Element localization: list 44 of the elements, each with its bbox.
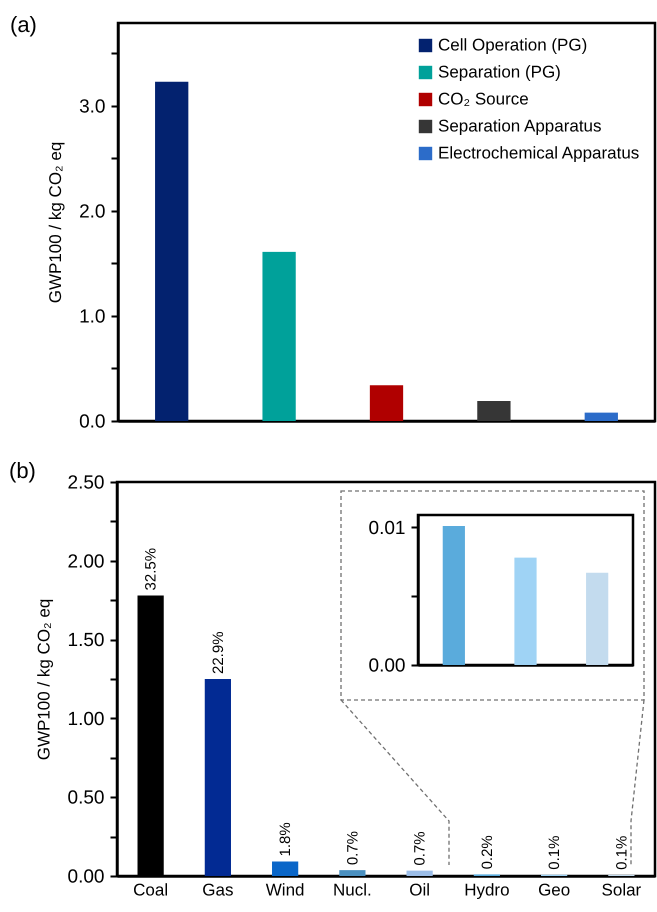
y-tick-label: 1.50 xyxy=(68,630,104,652)
y-tick-label: 3.0 xyxy=(79,96,106,118)
bar xyxy=(339,870,366,876)
x-tick-label: Wind xyxy=(266,880,304,900)
x-tick-label: Solar xyxy=(602,880,642,900)
y-axis-title: GWP100 / kg CO₂ eq xyxy=(34,598,54,760)
legend-label: Separation (PG) xyxy=(438,62,561,82)
annotation: 0.1% xyxy=(546,836,564,870)
y-tick-label: 2.50 xyxy=(68,472,104,494)
legend-label: Separation Apparatus xyxy=(438,116,602,136)
bar xyxy=(272,862,298,876)
y-tick-label: 0.00 xyxy=(368,656,406,676)
legend-label: Cell Operation (PG) xyxy=(438,36,588,54)
y-tick-label: 0.01 xyxy=(368,518,406,539)
bar xyxy=(586,572,608,665)
x-tick-label: Coal xyxy=(133,880,168,900)
y-tick-label: 0.00 xyxy=(68,866,104,888)
annotation: 0.7% xyxy=(412,831,429,866)
annotation: 22.9% xyxy=(210,631,227,674)
annotation: 32.5% xyxy=(142,548,160,590)
x-tick-label: Hydro xyxy=(464,880,510,900)
x-tick-label: Geo xyxy=(538,880,570,900)
y-axis-title: GWP100 / kg CO₂ eq xyxy=(46,142,66,304)
y-tick-label: 2.00 xyxy=(68,551,104,572)
x-tick-label: Nucl. xyxy=(333,880,372,900)
x-tick-label: Gas xyxy=(202,880,234,900)
chart-title: (b) xyxy=(9,458,36,483)
y-tick-label: 1.0 xyxy=(79,306,106,328)
x-tick-label: Oil xyxy=(409,880,430,900)
legend-label: Electrochemical Apparatus xyxy=(438,144,640,162)
bar xyxy=(514,558,537,665)
annotation: 0.7% xyxy=(344,830,362,866)
y-tick-label: 1.00 xyxy=(68,708,104,730)
annotation: 0.1% xyxy=(613,836,630,870)
annotation: 1.8% xyxy=(277,822,294,856)
bar xyxy=(406,870,433,876)
annotation: 0.2% xyxy=(478,835,496,870)
y-tick-label: 0.0 xyxy=(79,412,106,432)
bar xyxy=(204,679,231,876)
chart-title: (a) xyxy=(10,12,37,37)
y-tick-label: 0.50 xyxy=(68,788,104,809)
bar xyxy=(442,526,465,665)
legend-label: CO₂ Source xyxy=(438,90,529,108)
y-tick-label: 2.0 xyxy=(79,201,106,222)
